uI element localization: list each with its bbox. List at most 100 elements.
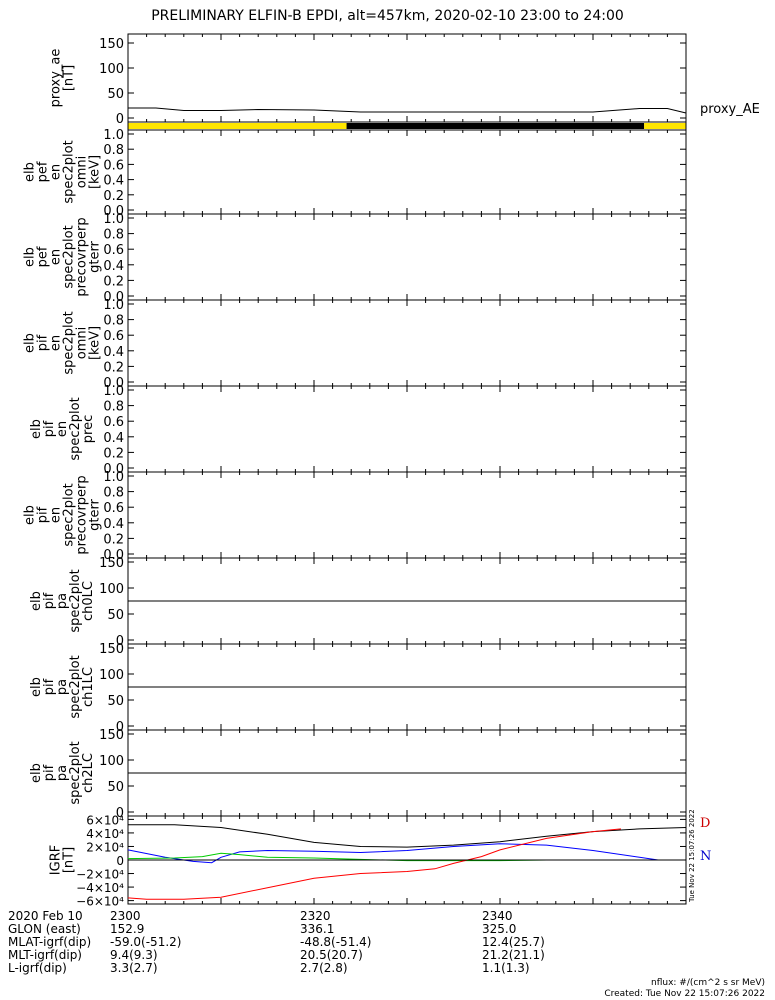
igrf-label: IGRF [49,845,64,875]
proxy_ae-label: proxy_ae [49,49,64,108]
elb_pif_en_prec-label: en [55,421,70,437]
igrf-series-1 [127,843,659,864]
elb_pef_en_omni-label: omni [75,156,90,188]
elb_pif_pa_ch1LC-label: spec2plot [68,655,83,718]
proxy-ae-tick-label: 100 [99,62,124,77]
elb_pif_en_omni-label: spec2plot [62,311,77,374]
orbit-segment [644,123,686,129]
elb_pef_en_precovrperp-label: precovrperp [75,217,90,296]
elb_pif_en_omni-label: elb [23,333,38,353]
elb_pif_pa_ch1LC-tick-label: 100 [99,668,124,683]
igrf-tick-label: 4×10⁴ [86,827,124,841]
elb_pif_en_omni-frame [127,299,687,387]
elb_pef_en_precovrperp-tick-label: 0.6 [103,243,124,258]
elb_pef_en_omni-tick-label: 0.6 [103,158,124,173]
elb_pif_pa_ch0LC-label: elb [29,591,44,611]
elb_pef_en_omni-tick-label: 0.8 [103,143,124,158]
elb_pef_en_omni-tick-label: 1.0 [103,128,124,143]
elb_pif_en_precovrperp-label: precovrperp [75,475,90,554]
ephemeris-value: 3.3(2.7) [110,961,158,975]
igrf-tick-label: 6×10⁴ [86,813,124,827]
elb_pif_pa_ch0LC-label: ch0LC [81,581,96,621]
elb_pif_en_precovrperp-tick-label: 0.2 [103,532,124,547]
elb_pif_en_prec-label: pif [42,420,57,437]
elb_pif_en_precovrperp-tick-label: 1.0 [103,470,124,485]
elb_pif_en_precovrperp-label: gterr [88,498,103,530]
ephemeris-value: 336.1 [300,922,335,936]
ephemeris-value: 21.2(21.1) [482,948,545,962]
created-stamp: Created: Tue Nov 22 15:07:26 2022 [604,989,765,999]
elb_pif_pa_ch1LC-tick-label: 50 [107,694,124,709]
elb_pif_en_prec-tick-label: 0.4 [103,431,124,446]
igrf-tick-label: 0 [116,854,124,868]
elb_pef_en_precovrperp-label: pef [36,246,51,267]
ephemeris-value: 20.5(20.7) [300,948,363,962]
elb_pif_pa_ch2LC-label: pa [55,765,70,781]
elb_pif_en_prec-tick-label: 0.8 [103,400,124,415]
elb_pif_en_precovrperp-label: spec2plot [62,483,77,546]
ephemeris-value: 12.4(25.7) [482,935,545,949]
elb_pif_pa_ch1LC-label: elb [29,677,44,697]
ephemeris-value: -59.0(-51.2) [110,935,182,949]
proxy_ae-label: [nT] [62,65,77,91]
elb_pif_pa_ch2LC-label: ch2LC [81,753,96,793]
elb_pef_en_precovrperp-label: en [49,249,64,265]
elb_pif_en_prec-tick-label: 0.2 [103,446,124,461]
elb_pif_en_omni-label: omni [75,327,90,359]
elb_pef_en_omni-label: pef [36,161,51,182]
elb_pef_en_omni-label: en [49,164,64,180]
ephemeris-row-label: L-igrf(dip) [8,961,67,975]
ephemeris-value: 2.7(2.8) [300,961,348,975]
elb_pif_pa_ch0LC-tick-label: 0 [116,634,124,649]
elb_pef_en_precovrperp-tick-label: 0.4 [103,259,124,274]
elb_pif_en_precovrperp-label: pif [36,506,51,523]
elb_pif_en_precovrperp-tick-label: 0.0 [103,548,124,563]
proxy-ae-line [128,107,687,114]
elb_pef_en_precovrperp-tick-label: 1.0 [103,212,124,227]
proxy-ae-tick-label: 150 [99,37,124,52]
elb_pef_en_omni-label: elb [23,162,38,182]
elb_pif_pa_ch1LC-tick-label: 0 [116,720,124,735]
ephemeris-row-label: MLAT-igrf(dip) [8,935,92,949]
elb_pif_pa_ch2LC-label: pif [42,764,57,781]
elb_pif_pa_ch1LC-label: pif [42,678,57,695]
elb_pif_pa_ch2LC-label: spec2plot [68,741,83,804]
elb_pif_pa_ch0LC-label: pa [55,593,70,609]
igrf-tick-label: −4×10⁴ [76,881,124,895]
elb_pif_pa_ch1LC-label: ch1LC [81,667,96,707]
elb_pif_en_prec-tick-label: 0.0 [103,462,124,477]
igrf-series-3 [127,828,621,900]
elb_pef_en_precovrperp-tick-label: 0.8 [103,228,124,243]
ephemeris-row-label: MLT-igrf(dip) [8,948,82,962]
elb_pif_pa_ch2LC-tick-label: 50 [107,780,124,795]
ephemeris-value: -48.8(-51.4) [300,935,372,949]
elb_pif_pa_ch1LC-label: pa [55,679,70,695]
elb_pif_pa_ch2LC-tick-label: 0 [116,806,124,821]
elb_pif_en_prec-label: elb [29,419,44,439]
ephemeris-value: 2320 [300,909,331,923]
elb_pif_en_precovrperp-tick-label: 0.8 [103,486,124,501]
plot-title: PRELIMINARY ELFIN-B EPDI, alt=457km, 202… [151,8,624,24]
igrf-label: [nT] [62,847,77,873]
orbit-segment [346,123,645,129]
ephemeris-value: 325.0 [482,922,517,936]
igrf-tick-label: 2×10⁴ [86,840,124,854]
side-stamp: Tue Nov 22 15:07:26 2022 [688,809,696,903]
orbit-segment [128,123,347,129]
elb_pef_en_precovrperp-tick-label: 0.2 [103,274,124,289]
elb_pif_en_precovrperp-tick-label: 0.4 [103,517,124,532]
ephemeris-value: 2300 [110,909,141,923]
elb_pif_en_omni-label: en [49,335,64,351]
elb_pef_en_omni-tick-label: 0.4 [103,174,124,189]
proxy-ae-legend: proxy_AE [700,102,760,117]
elb_pif_pa_ch2LC-tick-label: 150 [99,728,124,743]
proxy-ae-tick-label: 50 [107,87,124,102]
elb_pif_en_prec-label: prec [81,415,96,443]
elb_pif_pa_ch0LC-label: spec2plot [68,569,83,632]
elb_pif_pa_ch0LC-tick-label: 100 [99,582,124,597]
elb_pef_en_omni-label: spec2plot [62,140,77,203]
proxy_ae-frame [127,33,687,123]
elb_pef_en_omni-label: [keV] [88,155,103,189]
elb_pif_pa_ch0LC-label: pif [42,592,57,609]
